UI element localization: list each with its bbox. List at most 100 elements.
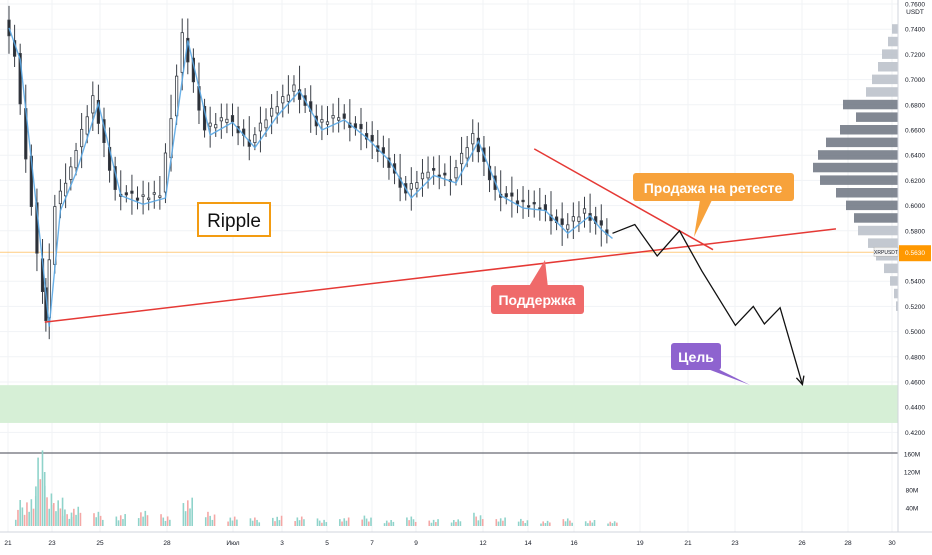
volume-bar (435, 522, 437, 526)
volume-bar (591, 522, 594, 526)
time-tick-label: 26 (798, 540, 806, 547)
volume-bar (256, 519, 258, 526)
volume-bar (408, 520, 410, 526)
volume-bar (254, 517, 256, 526)
volume-bar (430, 522, 433, 526)
time-tick-label: 30 (888, 540, 896, 547)
candle-body (135, 197, 140, 201)
profile-bar (818, 150, 898, 160)
volume-bar (204, 517, 207, 526)
volume-tick-label: 40M (906, 506, 919, 513)
volume-bar (383, 523, 386, 526)
volume-bar (321, 522, 323, 526)
current-price-tag: XRPUSDT 0.5630 (873, 245, 931, 262)
volume-bar (455, 521, 457, 526)
candle-body (58, 190, 63, 205)
volume-bar (39, 479, 42, 526)
volume-bar (363, 515, 366, 526)
candle-body (292, 84, 296, 92)
volume-bar (211, 519, 214, 526)
candle-body (18, 53, 22, 105)
volume-bar (119, 515, 122, 526)
volume-bar (164, 520, 167, 526)
candle-body (325, 121, 330, 125)
time-tick-label: 21 (684, 540, 692, 547)
time-tick-label: 3 (280, 540, 284, 547)
candle-body (124, 192, 128, 196)
volume-bar (117, 520, 120, 526)
volume-bar (77, 506, 80, 526)
volume-bar (459, 521, 462, 526)
price-tick-label: 0.4600 (905, 380, 925, 387)
volume-bar (166, 516, 169, 526)
volume-bar (481, 519, 484, 526)
volume-bar (59, 508, 62, 526)
profile-bar (820, 175, 898, 185)
volume-bar (609, 521, 612, 526)
current-price-label: 0.5630 (905, 250, 925, 257)
profile-bar (846, 200, 898, 211)
candle-body (459, 152, 464, 165)
volume-bar (97, 511, 100, 526)
grid (0, 0, 898, 532)
time-tick-label: 14 (524, 540, 532, 547)
volume-bar (44, 485, 46, 526)
candle-body (141, 194, 145, 197)
volume-bar (587, 523, 589, 526)
candle-body (281, 96, 285, 104)
price-tick-label: 0.5200 (905, 304, 925, 311)
volume-bar (477, 520, 480, 526)
candle-body (566, 224, 570, 230)
target-callout-pointer (705, 368, 750, 385)
candle-body (74, 150, 78, 169)
volume-tick-label: 80M (906, 488, 919, 495)
candle-body (96, 99, 100, 124)
volume-bar (68, 518, 71, 526)
volume-bar (450, 522, 453, 526)
volume-bar (566, 518, 569, 526)
candle-body (219, 117, 223, 122)
time-tick-label: 9 (414, 540, 418, 547)
volume-tick-label: 120M (904, 470, 920, 477)
volume-bar (388, 522, 390, 526)
candle-body (297, 89, 302, 100)
volume-bar (146, 515, 149, 526)
volume-bar (616, 522, 618, 526)
volume-bar (233, 516, 236, 526)
volume-bar (169, 519, 171, 526)
profile-bar (836, 188, 898, 198)
price-tick-label: 0.4800 (905, 354, 925, 361)
time-tick-label: 28 (844, 540, 852, 547)
volume-bar (249, 518, 252, 526)
forecast-path (612, 223, 804, 385)
candle-body (471, 133, 475, 145)
volume-bar (64, 509, 66, 526)
profile-bar (872, 74, 898, 85)
volume-bar (30, 499, 33, 526)
price-tick-label: 0.7000 (905, 77, 925, 84)
candle-body (582, 208, 587, 214)
price-tick-label: 0.4400 (905, 405, 925, 412)
volume-bar (191, 497, 193, 526)
sell-callout-box (633, 173, 794, 201)
price-tick-label: 0.6400 (905, 153, 925, 160)
profile-bar (892, 24, 898, 34)
instrument-label: XRPUSDT (874, 250, 898, 256)
forecast-arrowhead (795, 375, 805, 386)
price-axis-unit: USDT (906, 9, 924, 16)
volume-bar (124, 514, 126, 526)
volume-bar (278, 520, 281, 526)
target-callout-box (671, 343, 721, 370)
candle-body (163, 152, 168, 193)
volume-bar (52, 503, 55, 526)
candle-body (320, 119, 324, 123)
target-label: Цель (678, 349, 714, 365)
time-tick-label: 19 (636, 540, 644, 547)
candle-body (538, 207, 542, 210)
volume-bar (300, 516, 303, 526)
profile-bar (878, 62, 898, 72)
volume-bar (144, 510, 147, 526)
resistance-trendline (533, 148, 714, 251)
